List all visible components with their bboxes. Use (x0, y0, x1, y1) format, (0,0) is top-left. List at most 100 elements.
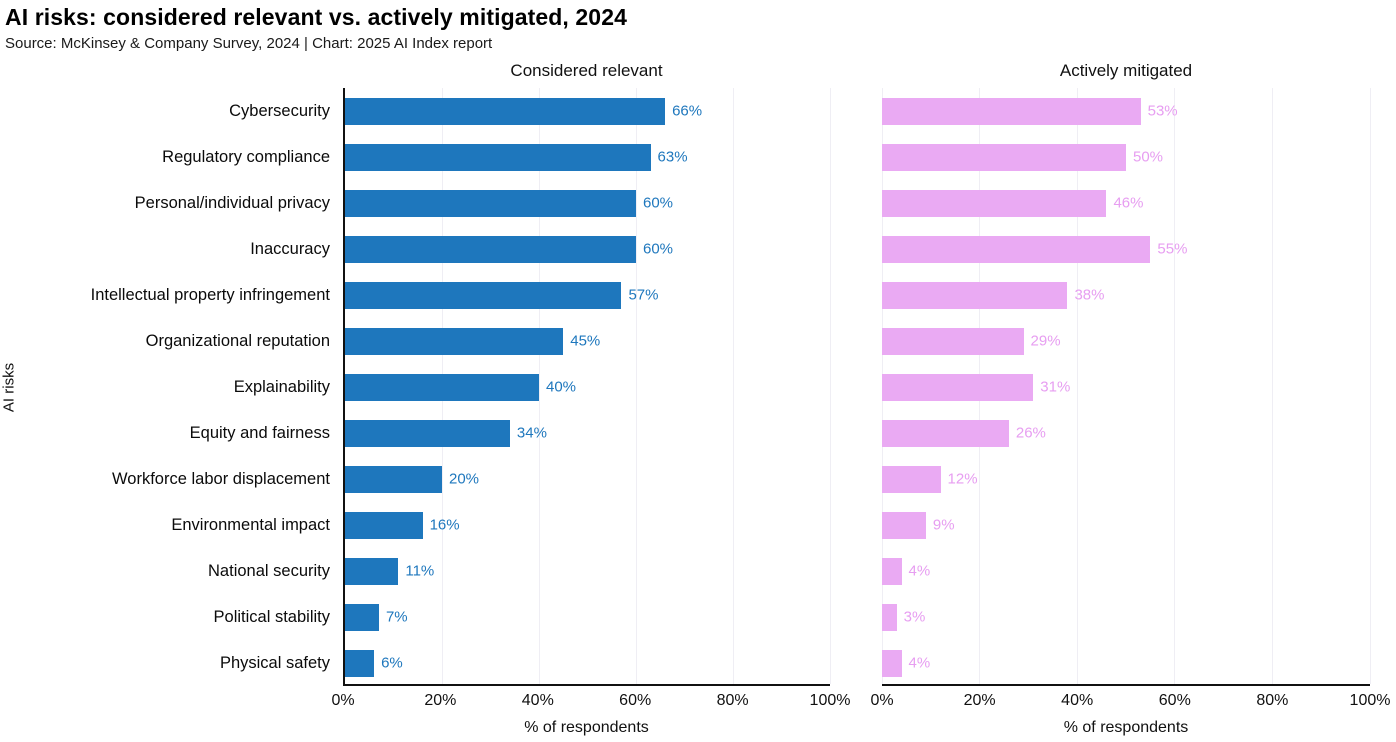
gridline (829, 88, 831, 684)
bar-value-label: 9% (932, 516, 955, 534)
category-label: Regulatory compliance (162, 147, 330, 166)
bar-considered-relevant (345, 373, 539, 401)
bar-value-label: 66% (672, 102, 703, 120)
panel-considered-relevant: 66% 63% 60% 60% 57% 45% 40% 34% 20% 16% 11% 7% 6% (343, 88, 831, 686)
category-label: Inaccuracy (250, 239, 330, 258)
bar-value-label: 6% (381, 654, 403, 672)
category-label: Explainability (233, 377, 330, 396)
bar-actively-mitigated (882, 235, 1151, 263)
bar-row: 50% (882, 143, 1370, 171)
bar-row: 57% (345, 281, 830, 309)
bar-row: 31% (882, 373, 1370, 401)
bar-actively-mitigated (882, 143, 1126, 171)
bar-row: 11% (345, 557, 830, 585)
gridline (1369, 88, 1371, 684)
bar-considered-relevant (345, 511, 423, 539)
bar-row: 60% (345, 189, 830, 217)
gridline (1076, 88, 1078, 684)
bar-row: 6% (345, 649, 830, 677)
bar-actively-mitigated (882, 649, 902, 677)
bar-actively-mitigated (882, 557, 902, 585)
category-labels-column: Cybersecurity Regulatory compliance Person… (0, 88, 336, 686)
panel-actively-mitigated: 53% 50% 46% 55% 38% 29% 31% 26% 12% 9% 4% 3% 4% (881, 88, 1371, 686)
bar-actively-mitigated (882, 97, 1141, 125)
panel-header-considered-relevant: Considered relevant (510, 61, 663, 80)
panel-header-actively-mitigated: Actively mitigated (1059, 61, 1193, 80)
bar-value-label: 7% (385, 608, 408, 626)
category-label: National security (208, 561, 330, 580)
category-label: Physical safety (219, 653, 330, 672)
bar-considered-relevant (345, 557, 399, 585)
bar-row: 63% (345, 143, 830, 171)
x-tick-label: 0% (331, 692, 355, 709)
bar-row: 4% (882, 649, 1370, 677)
chart-title: AI risks: considered relevant vs. active… (5, 4, 627, 30)
bar-actively-mitigated (882, 189, 1107, 217)
bar-row: 3% (882, 603, 1370, 631)
bar-value-label: 20% (449, 470, 480, 488)
chart-subtitle: Source: McKinsey & Company Survey, 2024 … (5, 35, 493, 52)
bar-row: 7% (345, 603, 830, 631)
bar-actively-mitigated (882, 419, 1009, 447)
bar-row: 40% (345, 373, 830, 401)
bar-row: 4% (882, 557, 1370, 585)
x-axis-ticks-left: 0% 20% 40% 60% 80% 100% (331, 692, 850, 712)
bar-value-label: 60% (643, 194, 674, 212)
bar-row: 16% (345, 511, 830, 539)
gridline (732, 88, 734, 684)
bar-value-label: 26% (1015, 424, 1046, 442)
bar-value-label: 31% (1040, 378, 1071, 396)
bar-row: 45% (345, 327, 830, 355)
bar-considered-relevant (345, 603, 379, 631)
bar-row: 29% (882, 327, 1370, 355)
bar-row: 55% (882, 235, 1370, 263)
category-label: Environmental impact (171, 515, 330, 534)
bar-value-label: 16% (429, 516, 460, 534)
x-axis-ticks-right: 0% 20% 40% 60% 80% 100% (870, 692, 1390, 712)
bar-value-label: 29% (1030, 332, 1061, 350)
x-tick-label: 100% (809, 692, 851, 709)
bar-value-label: 4% (908, 562, 931, 580)
x-tick-label: 80% (1256, 692, 1289, 709)
bar-actively-mitigated (882, 281, 1068, 309)
x-tick-label: 100% (1349, 692, 1391, 709)
x-tick-label: 40% (521, 692, 554, 709)
bar-row: 60% (345, 235, 830, 263)
category-label: Organizational reputation (145, 331, 330, 350)
x-tick-label: 40% (1061, 692, 1094, 709)
bar-row: 26% (882, 419, 1370, 447)
x-tick-label: 20% (424, 692, 457, 709)
bar-value-label: 57% (628, 286, 659, 304)
gridline (538, 88, 540, 684)
x-tick-label: 80% (716, 692, 749, 709)
bar-considered-relevant (345, 465, 442, 493)
bar-row: 46% (882, 189, 1370, 217)
bar-value-label: 45% (570, 332, 601, 350)
bar-value-label: 60% (643, 240, 674, 258)
bar-value-label: 50% (1133, 148, 1164, 166)
bar-row: 38% (882, 281, 1370, 309)
bar-considered-relevant (345, 97, 666, 125)
gridline (1271, 88, 1273, 684)
x-axis-label-left: % of respondents (524, 719, 649, 736)
category-label: Equity and fairness (189, 423, 330, 442)
bar-considered-relevant (345, 235, 636, 263)
gridline (635, 88, 637, 684)
x-axis-label-right: % of respondents (1063, 719, 1189, 736)
category-label: Workforce labor displacement (112, 469, 330, 488)
bar-value-label: 11% (405, 562, 435, 580)
bar-value-label: 55% (1157, 240, 1188, 258)
bar-considered-relevant (345, 649, 375, 677)
bar-value-label: 46% (1113, 194, 1144, 212)
category-label: Personal/individual privacy (134, 193, 330, 212)
category-label: Cybersecurity (229, 101, 330, 120)
bar-considered-relevant (345, 189, 636, 217)
bar-actively-mitigated (882, 511, 926, 539)
bar-row: 53% (882, 97, 1370, 125)
bar-value-label: 3% (903, 608, 926, 626)
bar-value-label: 12% (947, 470, 978, 488)
bar-considered-relevant (345, 419, 510, 447)
bar-row: 12% (882, 465, 1370, 493)
bar-row: 66% (345, 97, 830, 125)
